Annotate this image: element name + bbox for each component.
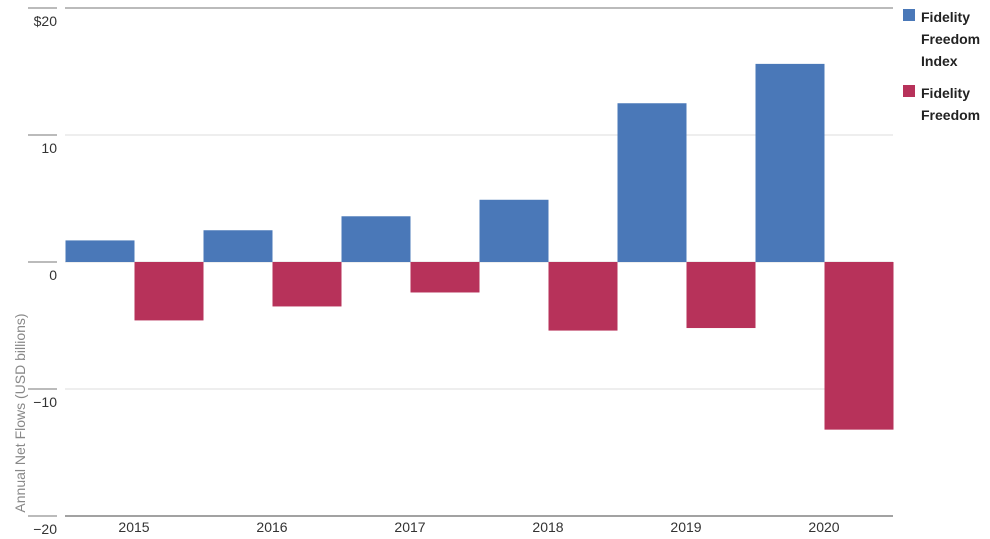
y-tick-label: 10 — [41, 140, 57, 156]
bar — [134, 262, 204, 321]
x-tick-label: 2020 — [808, 519, 839, 535]
legend: Fidelity Freedom Index Fidelity Freedom — [903, 6, 987, 136]
bar — [272, 262, 342, 307]
bar — [203, 230, 273, 262]
bar — [479, 199, 549, 262]
bar — [341, 216, 411, 262]
bar — [617, 103, 687, 262]
x-tick-label: 2018 — [532, 519, 563, 535]
legend-item: Fidelity Freedom Index — [903, 6, 987, 72]
y-tick-label: −10 — [33, 394, 57, 410]
x-tick-label: 2017 — [394, 519, 425, 535]
legend-label: Fidelity Freedom — [921, 85, 981, 123]
x-tick-label: 2019 — [670, 519, 701, 535]
bar — [65, 240, 135, 262]
bar — [824, 262, 894, 430]
legend-swatch — [903, 9, 915, 21]
x-tick-label: 2016 — [256, 519, 287, 535]
y-tick-label: 0 — [49, 267, 57, 283]
legend-swatch — [903, 85, 915, 97]
y-axis-label: Annual Net Flows (USD billions) — [12, 313, 28, 512]
x-tick-label: 2015 — [118, 519, 149, 535]
bar — [755, 63, 825, 262]
bar — [686, 262, 756, 329]
legend-item: Fidelity Freedom — [903, 82, 987, 126]
bar — [410, 262, 480, 293]
legend-label: Fidelity Freedom Index — [921, 9, 981, 69]
y-tick-label: −20 — [33, 521, 57, 537]
y-tick-label: $20 — [34, 13, 58, 29]
bar — [548, 262, 618, 331]
